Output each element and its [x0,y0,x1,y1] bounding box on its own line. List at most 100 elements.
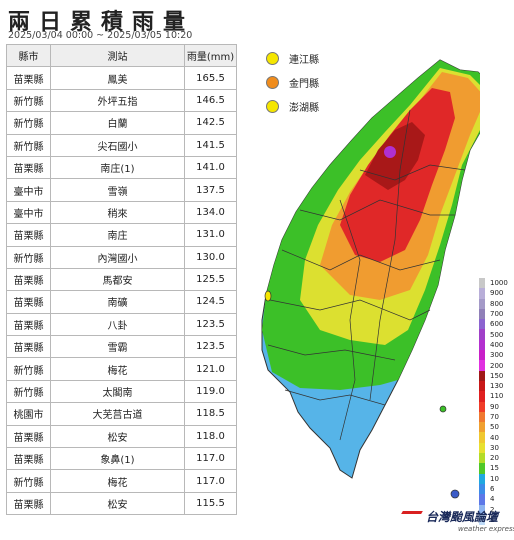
scale-step: 90 [479,401,511,412]
scale-step: 1 [479,514,511,526]
scale-swatch [479,350,485,361]
cell-station: 稍來 [50,200,185,225]
scale-swatch [479,411,485,423]
column-header-rainfall: 雨量(mm) [184,43,237,68]
scale-label: 30 [490,443,499,452]
table-row: 新竹縣 內灣國小 130.0 [6,245,237,269]
cell-station: 八卦 [50,312,185,337]
cell-station: 白蘭 [50,111,185,135]
scale-swatch [479,514,485,526]
scale-label: 40 [490,433,499,442]
cell-station: 雪嶺 [50,178,185,202]
table-row: 苗栗縣 松安 118.0 [6,424,237,449]
scale-swatch [479,278,485,289]
table-row: 苗栗縣 南庄 131.0 [6,223,237,247]
cell-rainfall: 142.5 [184,111,237,135]
page-title: 兩日累積雨量 [8,10,195,35]
table-row: 新竹縣 梅花 117.0 [6,469,237,493]
scale-step: 400 [479,339,511,351]
scale-label: 2 [490,505,495,514]
island-lienchiang: 連江縣 [266,46,319,70]
island-label: 澎湖縣 [289,102,319,114]
table-row: 苗栗縣 松安 115.5 [6,491,237,516]
cell-county: 苗栗縣 [6,424,51,449]
cell-county: 苗栗縣 [6,267,51,292]
scale-step: 900 [479,288,511,299]
scale-label: 800 [490,299,504,308]
cell-station: 雪霸 [50,335,185,359]
scale-swatch [479,288,485,299]
scale-label: 130 [490,382,504,391]
cell-station: 太閣南 [50,379,185,404]
cell-rainfall: 124.5 [184,290,237,314]
cell-county: 新竹縣 [6,245,51,269]
scale-swatch [479,432,485,443]
cell-station: 南庄(1) [50,155,185,180]
table-row: 苗栗縣 南庄(1) 141.0 [6,155,237,180]
table-row: 新竹縣 尖石國小 141.5 [6,133,237,157]
scale-swatch [479,319,485,330]
scale-step: 150 [479,370,511,381]
scale-step: 40 [479,432,511,443]
scale-step: 1000 [479,278,511,289]
scale-swatch [479,453,485,464]
cell-county: 新竹縣 [6,88,51,113]
scale-swatch [479,463,485,474]
time-range: 2025/03/04 00:00 ~ 2025/03/05 10:20 [8,30,193,41]
cell-county: 苗栗縣 [6,312,51,337]
cell-station: 尖石國小 [50,133,185,157]
table-row: 臺中市 雪嶺 137.5 [6,178,237,202]
rainfall-table: 縣市 測站 雨量(mm) 苗栗縣 鳳美 165.5 新竹縣 外坪五指 146.5 新竹縣 白蘭… [6,43,237,516]
cell-county: 臺中市 [6,200,51,225]
scale-label: 6 [490,485,495,494]
cell-rainfall: 117.0 [184,447,237,471]
cell-rainfall: 141.0 [184,155,237,180]
scale-label: 1 [490,515,495,524]
scale-swatch [479,391,485,402]
scale-swatch [479,401,485,412]
cell-county: 苗栗縣 [6,290,51,314]
scale-step: 600 [479,319,511,330]
scale-step: 10 [479,473,511,484]
scale-step: 500 [479,329,511,340]
cell-station: 南礦 [50,290,185,314]
table-row: 苗栗縣 馬都安 125.5 [6,267,237,292]
penghu-islands [264,290,272,302]
green-island [439,405,447,413]
scale-swatch [479,473,485,484]
cell-county: 桃園市 [6,402,51,426]
island-dot [266,51,279,65]
cell-county: 新竹縣 [6,111,51,135]
cell-county: 苗栗縣 [6,335,51,359]
scale-swatch [479,442,485,454]
cell-station: 南庄 [50,223,185,247]
scale-swatch [479,494,485,505]
scale-label: 300 [490,351,504,360]
scale-swatch [479,339,485,351]
scale-label: 50 [490,423,499,432]
table-row: 苗栗縣 南礦 124.5 [6,290,237,314]
scale-swatch [479,370,485,381]
cell-county: 苗栗縣 [6,66,51,90]
table-row: 新竹縣 太閣南 119.0 [6,379,237,404]
cell-station: 梅花 [50,357,185,381]
brand-logo: 台灣颱風論壇 weather express [401,508,514,533]
table-row: 桃園市 大芜莒古道 118.5 [6,402,237,426]
scale-label: 1000 [490,279,508,288]
table-row: 苗栗縣 雪霸 123.5 [6,335,237,359]
scale-label: 200 [490,361,504,370]
cell-county: 苗栗縣 [6,491,51,516]
rain-peak-marker [384,146,396,158]
column-header-county: 縣市 [6,43,51,68]
cell-station: 松安 [50,491,185,516]
island-label: 金門縣 [289,78,319,90]
cell-county: 新竹縣 [6,379,51,404]
orchid-island [450,489,460,499]
island-dot [266,75,279,89]
cell-rainfall: 125.5 [184,267,237,292]
table-row: 新竹縣 外坪五指 146.5 [6,88,237,113]
table-row: 苗栗縣 八卦 123.5 [6,312,237,337]
rain-zone-dark-red [365,122,425,190]
island-penghu: 澎湖縣 [266,94,319,118]
cell-station: 內灣國小 [50,245,185,269]
